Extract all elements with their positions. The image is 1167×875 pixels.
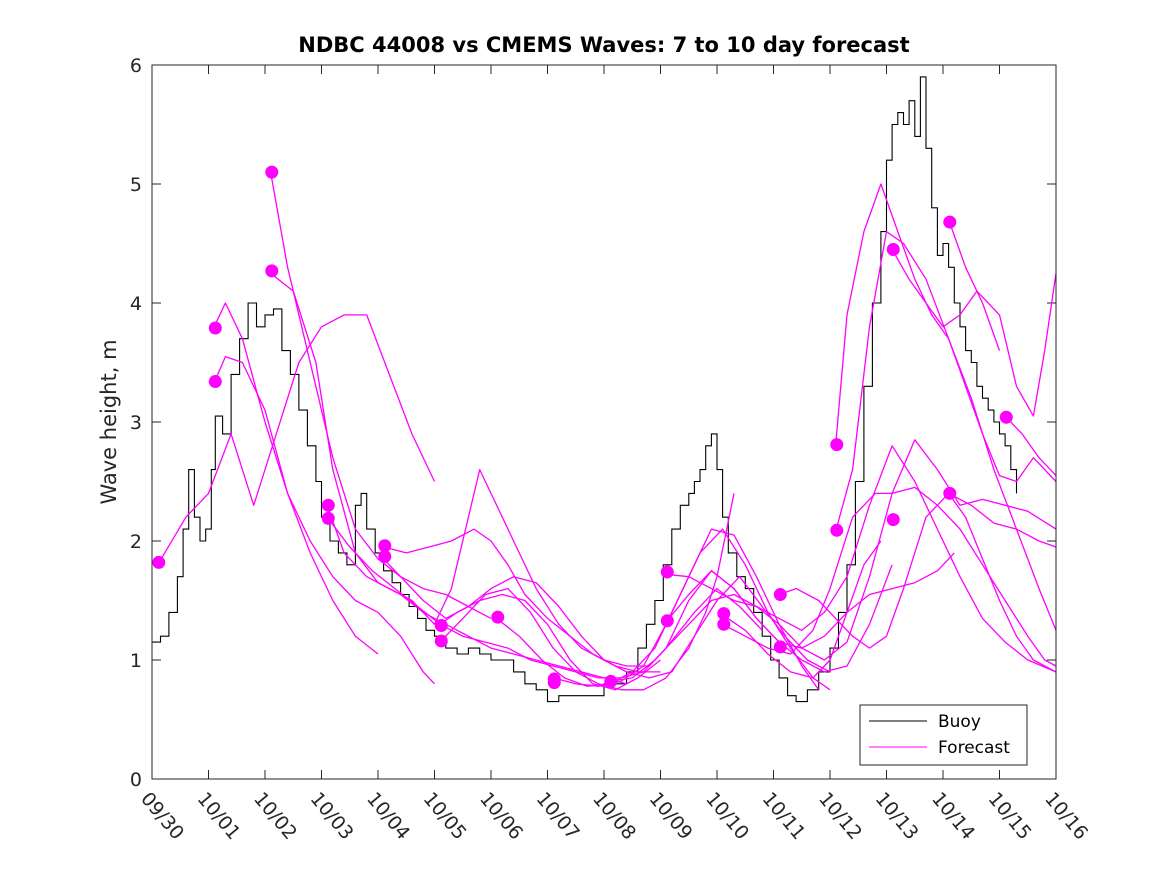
y-tick-label: 1 xyxy=(130,650,142,672)
forecast-line-21 xyxy=(834,230,1057,631)
forecast-line-15 xyxy=(666,445,1057,673)
forecast-line-1 xyxy=(157,314,436,566)
forecast-marker xyxy=(886,513,900,527)
y-tick-label: 3 xyxy=(130,412,142,434)
y-tick-label: 0 xyxy=(130,769,142,791)
forecast-line-14 xyxy=(609,439,1057,683)
forecast-marker xyxy=(604,674,618,688)
forecast-line-17 xyxy=(722,540,882,679)
legend-box xyxy=(859,704,1028,766)
forecast-line-4 xyxy=(269,171,492,619)
forecast-line-6 xyxy=(326,468,763,667)
buoy-line xyxy=(152,76,1018,703)
forecast-marker xyxy=(378,549,392,563)
forecast-line-3 xyxy=(213,302,435,685)
forecast-marker xyxy=(434,634,448,648)
y-tick-label: 5 xyxy=(130,174,142,196)
forecast-line-25 xyxy=(1004,415,1057,477)
y-axis-label: Wave height, m xyxy=(97,339,121,504)
plot-area xyxy=(152,65,1056,779)
forecast-marker xyxy=(999,410,1013,424)
forecast-marker xyxy=(547,676,561,690)
forecast-marker xyxy=(208,321,222,335)
forecast-marker xyxy=(943,486,957,500)
forecast-line-24 xyxy=(948,493,1057,673)
y-tick-label: 4 xyxy=(130,293,142,315)
forecast-marker xyxy=(886,242,900,256)
forecast-marker xyxy=(943,215,957,229)
buoy-series xyxy=(152,76,1018,703)
forecast-marker xyxy=(491,610,505,624)
legend-buoy-label: Buoy xyxy=(938,712,981,732)
forecast-marker xyxy=(830,438,844,452)
forecast-line-20 xyxy=(834,183,1057,483)
forecast-marker xyxy=(773,588,787,602)
forecast-marker xyxy=(208,375,222,389)
forecast-line-19 xyxy=(778,492,1057,649)
forecast-marker xyxy=(265,264,279,278)
forecast-line-11 xyxy=(439,493,735,691)
forecast-marker xyxy=(660,614,674,628)
legend-forecast-label: Forecast xyxy=(938,738,1010,758)
forecast-marker xyxy=(717,617,731,631)
forecast-marker xyxy=(660,565,674,579)
forecast-marker xyxy=(321,511,335,525)
y-tick-label: 2 xyxy=(130,531,142,553)
forecast-marker xyxy=(265,165,279,179)
forecast-marker xyxy=(321,498,335,512)
forecast-line-23 xyxy=(947,219,1001,351)
forecast-marker xyxy=(152,555,166,569)
chart-title: NDBC 44008 vs CMEMS Waves: 7 to 10 day f… xyxy=(298,33,909,57)
forecast-markers xyxy=(152,165,1013,690)
forecast-line-10 xyxy=(439,593,661,691)
forecast-marker xyxy=(773,640,787,654)
forecast-marker xyxy=(378,539,392,553)
forecast-marker xyxy=(830,523,844,537)
y-tick-label: 6 xyxy=(130,55,142,77)
legend: Buoy Forecast xyxy=(859,704,1028,766)
forecast-marker xyxy=(434,618,448,632)
forecast-marker xyxy=(717,607,731,621)
plot-frame xyxy=(151,64,1057,780)
